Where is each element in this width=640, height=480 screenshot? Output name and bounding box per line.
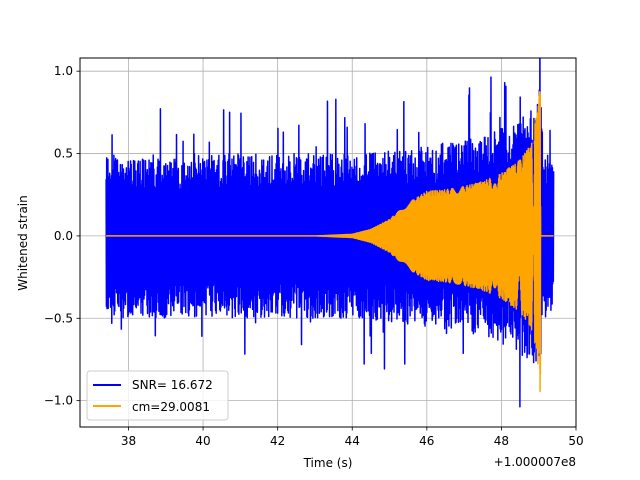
y-tick-label: 0.5 (54, 147, 73, 161)
series-snr-line (105, 58, 555, 408)
y-tick-label: −0.5 (44, 311, 73, 325)
ticks: 38 40 42 44 46 48 50 −1.0 −0.5 0.0 0.5 1.0 (44, 64, 584, 448)
y-axis-label: Whitened strain (16, 195, 30, 291)
x-tick-label: 42 (270, 434, 285, 448)
x-tick-label: 38 (121, 434, 136, 448)
x-tick-label: 46 (419, 434, 434, 448)
legend: SNR= 16.672 cm=29.0081 (86, 370, 229, 421)
y-tick-label: 1.0 (54, 64, 73, 78)
plot-frame (79, 57, 577, 428)
x-tick-label: 48 (494, 434, 509, 448)
legend-box (86, 370, 229, 421)
y-tick-label: 0.0 (54, 229, 73, 243)
y-tick-label: −1.0 (44, 394, 73, 408)
legend-label-cm: cm=29.0081 (132, 400, 210, 414)
legend-label-snr: SNR= 16.672 (132, 378, 213, 392)
x-tick-label: 50 (568, 434, 583, 448)
x-offset-label: +1.000007e8 (494, 455, 576, 469)
x-tick-label: 40 (195, 434, 210, 448)
x-tick-label: 44 (345, 434, 360, 448)
series-group (105, 58, 555, 408)
series-cm-line (105, 91, 555, 393)
x-axis-label: Time (s) (303, 456, 353, 470)
